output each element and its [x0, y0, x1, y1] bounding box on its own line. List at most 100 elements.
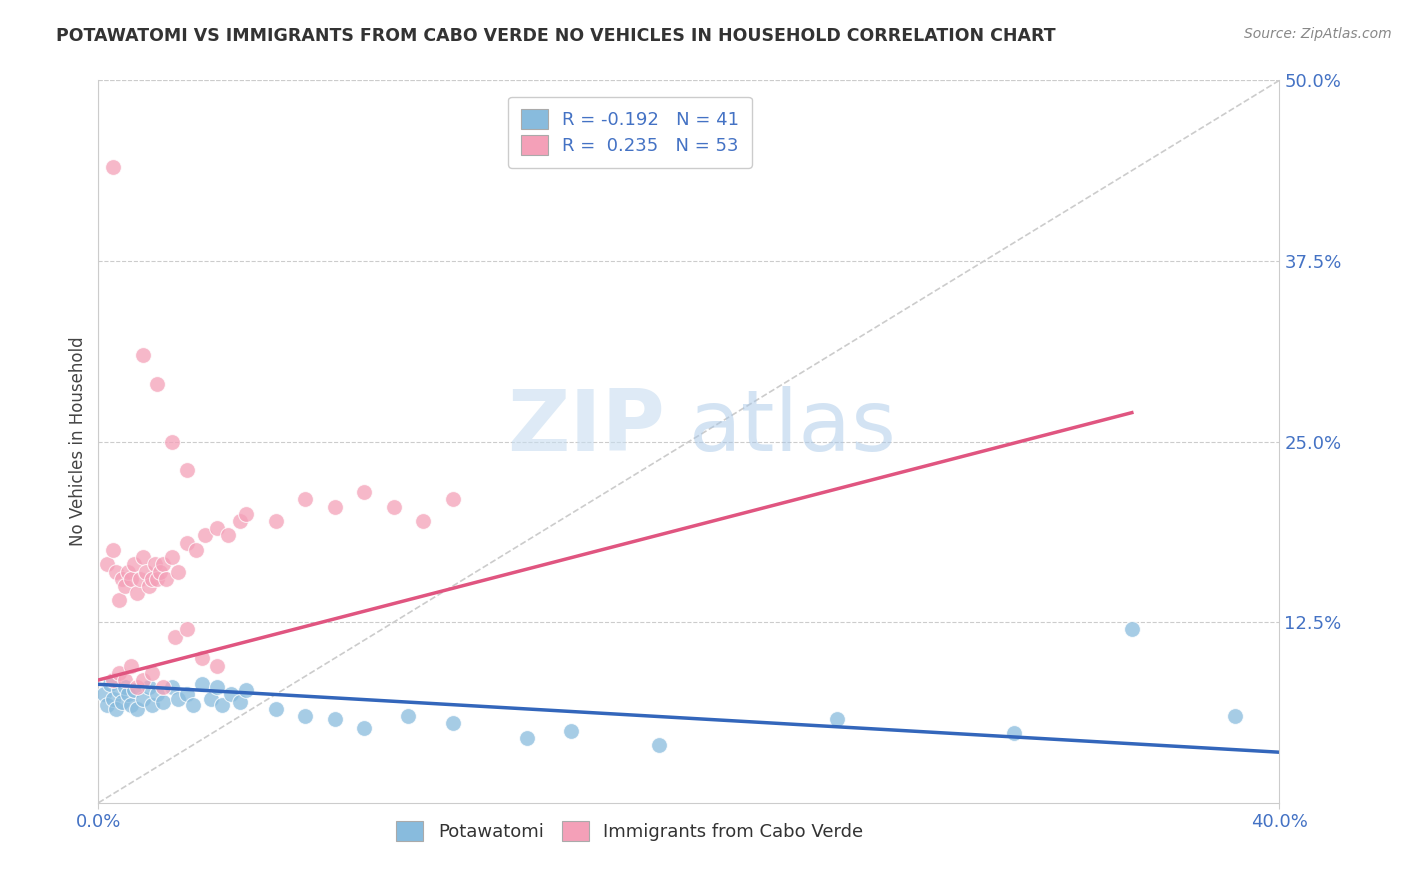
Point — [146, 572, 169, 586]
Point — [516, 731, 538, 745]
Point — [122, 683, 145, 698]
Point — [217, 528, 239, 542]
Point — [176, 535, 198, 549]
Point — [146, 687, 169, 701]
Point — [181, 698, 204, 712]
Point — [146, 376, 169, 391]
Point — [323, 712, 346, 726]
Point — [294, 709, 316, 723]
Point — [441, 716, 464, 731]
Point — [200, 691, 222, 706]
Point — [135, 565, 157, 579]
Point — [176, 687, 198, 701]
Point — [96, 698, 118, 712]
Point — [93, 687, 115, 701]
Point — [125, 680, 148, 694]
Point — [111, 572, 134, 586]
Point — [162, 680, 183, 694]
Point — [205, 680, 228, 694]
Text: POTAWATOMI VS IMMIGRANTS FROM CABO VERDE NO VEHICLES IN HOUSEHOLD CORRELATION CH: POTAWATOMI VS IMMIGRANTS FROM CABO VERDE… — [56, 27, 1056, 45]
Point — [132, 673, 155, 687]
Point — [108, 593, 131, 607]
Point — [103, 542, 125, 557]
Point — [105, 565, 128, 579]
Text: Source: ZipAtlas.com: Source: ZipAtlas.com — [1244, 27, 1392, 41]
Point — [141, 572, 163, 586]
Point — [1225, 709, 1247, 723]
Point — [152, 695, 174, 709]
Point — [825, 712, 848, 726]
Point — [117, 687, 139, 701]
Point — [96, 558, 118, 572]
Point — [167, 691, 190, 706]
Point — [114, 680, 136, 694]
Point — [111, 695, 134, 709]
Point — [138, 579, 160, 593]
Point — [122, 558, 145, 572]
Point — [108, 683, 131, 698]
Point — [125, 586, 148, 600]
Point — [141, 665, 163, 680]
Point — [103, 691, 125, 706]
Point — [294, 492, 316, 507]
Point — [132, 348, 155, 362]
Point — [323, 500, 346, 514]
Point — [155, 572, 177, 586]
Point — [120, 698, 142, 712]
Point — [165, 630, 187, 644]
Point — [120, 658, 142, 673]
Point — [138, 680, 160, 694]
Point — [398, 709, 420, 723]
Point — [194, 528, 217, 542]
Point — [143, 558, 166, 572]
Point — [149, 565, 172, 579]
Point — [235, 683, 257, 698]
Point — [648, 738, 671, 752]
Text: atlas: atlas — [689, 385, 897, 468]
Point — [120, 572, 142, 586]
Point — [114, 673, 136, 687]
Point — [167, 565, 190, 579]
Text: ZIP: ZIP — [508, 385, 665, 468]
Point — [211, 698, 233, 712]
Point — [128, 572, 150, 586]
Point — [191, 651, 214, 665]
Point — [264, 514, 287, 528]
Point — [176, 463, 198, 477]
Point — [184, 542, 207, 557]
Point — [412, 514, 434, 528]
Point — [152, 558, 174, 572]
Point — [191, 677, 214, 691]
Point — [353, 721, 375, 735]
Point — [229, 695, 252, 709]
Point — [235, 507, 257, 521]
Point — [176, 623, 198, 637]
Point — [353, 485, 375, 500]
Point — [1002, 726, 1025, 740]
Point — [229, 514, 252, 528]
Point — [114, 579, 136, 593]
Point — [1121, 623, 1143, 637]
Point — [382, 500, 405, 514]
Point — [141, 698, 163, 712]
Point — [162, 550, 183, 565]
Point — [152, 680, 174, 694]
Point — [103, 160, 125, 174]
Point — [105, 702, 128, 716]
Point — [264, 702, 287, 716]
Point — [560, 723, 582, 738]
Point — [205, 521, 228, 535]
Point — [221, 687, 243, 701]
Point — [117, 565, 139, 579]
Point — [132, 691, 155, 706]
Point — [98, 677, 121, 691]
Point — [132, 550, 155, 565]
Point — [205, 658, 228, 673]
Point — [108, 665, 131, 680]
Legend: Potawatomi, Immigrants from Cabo Verde: Potawatomi, Immigrants from Cabo Verde — [389, 814, 870, 848]
Point — [103, 673, 125, 687]
Point — [125, 702, 148, 716]
Point — [441, 492, 464, 507]
Point — [162, 434, 183, 449]
Y-axis label: No Vehicles in Household: No Vehicles in Household — [69, 336, 87, 547]
